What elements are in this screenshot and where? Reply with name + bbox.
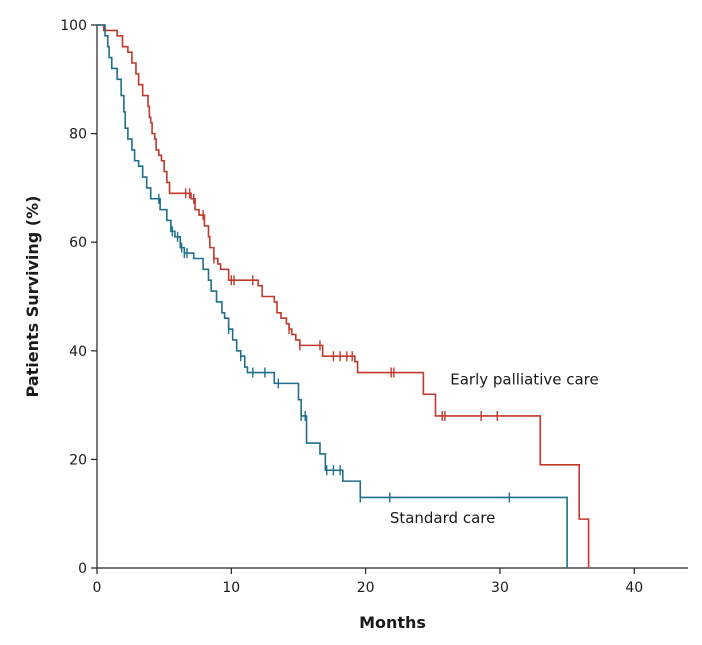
y-tick-label: 40	[69, 344, 87, 360]
x-axis-title: Months	[359, 613, 426, 632]
series-label-standard-care: Standard care	[390, 509, 496, 527]
series-label-early-palliative-care: Early palliative care	[450, 370, 598, 388]
series-layer	[97, 24, 590, 568]
x-tick-label: 0	[93, 580, 102, 596]
x-tick-label: 40	[625, 580, 643, 596]
y-tick-label: 60	[69, 235, 87, 251]
series-1-group	[97, 24, 568, 568]
y-axis-title: Patients Surviving (%)	[23, 196, 42, 398]
series-line	[97, 24, 590, 568]
x-tick-label: 30	[491, 580, 509, 596]
series-line	[97, 24, 568, 568]
y-tick-label: 20	[69, 452, 87, 468]
labels-layer: Months Patients Surviving (%) Early pall…	[23, 196, 599, 632]
y-tick-label: 100	[60, 18, 87, 34]
y-tick-label: 80	[69, 127, 87, 143]
y-tick-label: 0	[78, 561, 87, 577]
series-0-group	[97, 24, 590, 568]
x-tick-label: 10	[222, 580, 240, 596]
chart-axes: 0 10 20 30 40 0 20 40 60 80 100	[60, 18, 688, 596]
x-tick-label: 20	[357, 580, 375, 596]
